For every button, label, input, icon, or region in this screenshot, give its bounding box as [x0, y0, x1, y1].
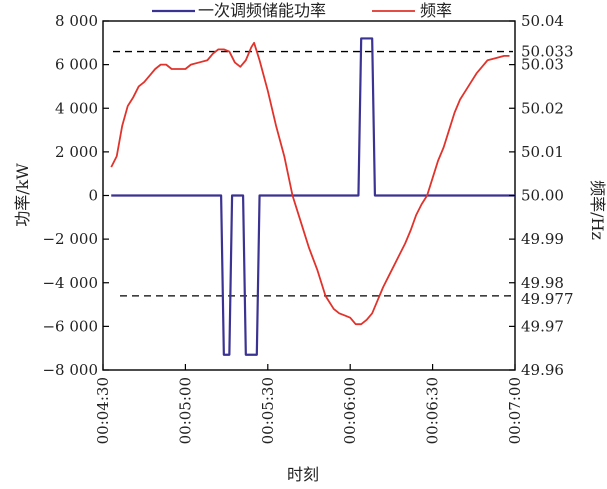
x-tick-label: 00:05:00	[176, 377, 194, 444]
x-tick-label: 00:06:30	[424, 377, 442, 444]
right-y-reference-label: 49.977	[521, 290, 574, 308]
x-tick-label: 00:07:00	[506, 377, 524, 444]
right-y-tick-label: 50.01	[521, 143, 564, 161]
left-y-tick-label: −8 000	[42, 361, 98, 379]
left-y-tick-label: 0	[88, 187, 98, 205]
right-y-axis-ticks: 50.0450.0350.0250.0150.0049.9949.9849.97…	[509, 12, 574, 379]
left-y-tick-label: 4 000	[55, 99, 98, 117]
right-y-tick-label: 50.03	[521, 56, 564, 74]
right-y-tick-label: 49.96	[521, 361, 564, 379]
legend-label-frequency: 频率	[420, 1, 452, 20]
x-axis-ticks: 00:04:30 00:05:00 00:05:30 00:06:00 00:06:30…	[94, 364, 524, 444]
right-y-tick-label: 50.00	[521, 187, 564, 205]
left-y-tick-label: 2 000	[55, 143, 98, 161]
series-line-storage-power	[111, 37, 515, 356]
left-y-axis-ticks: 8 000 6 000 4 000 2 000 0 −2 000 −4 000 −6 000 −…	[42, 12, 109, 379]
right-y-tick-label: 50.04	[521, 12, 564, 30]
left-y-tick-label: 6 000	[55, 56, 98, 74]
legend-label-storage-power: 一次调频储能功率	[198, 1, 326, 20]
x-tick-label: 00:04:30	[94, 377, 112, 444]
reference-lines	[113, 50, 513, 297]
series-layer	[110, 37, 515, 356]
left-y-tick-label: −6 000	[42, 317, 98, 335]
left-y-axis-title: 功率/kW	[13, 163, 32, 227]
right-y-tick-label: 49.99	[521, 230, 564, 248]
left-y-tick-label: −4 000	[42, 274, 98, 292]
left-y-tick-label: −2 000	[42, 230, 98, 248]
right-y-reference-label: 50.033	[521, 43, 574, 61]
right-y-tick-label: 49.97	[521, 317, 564, 335]
right-y-axis-title: 频率/Hz	[588, 180, 607, 240]
left-y-tick-label: 8 000	[55, 12, 98, 30]
legend: 一次调频储能功率 频率	[152, 1, 452, 20]
right-y-tick-label: 50.02	[521, 99, 564, 117]
x-axis-title: 时刻	[287, 465, 319, 484]
x-tick-label: 00:05:30	[259, 377, 277, 444]
x-tick-label: 00:06:00	[341, 377, 359, 444]
right-y-tick-label: 49.98	[521, 274, 564, 292]
series-line-frequency	[110, 41, 510, 326]
